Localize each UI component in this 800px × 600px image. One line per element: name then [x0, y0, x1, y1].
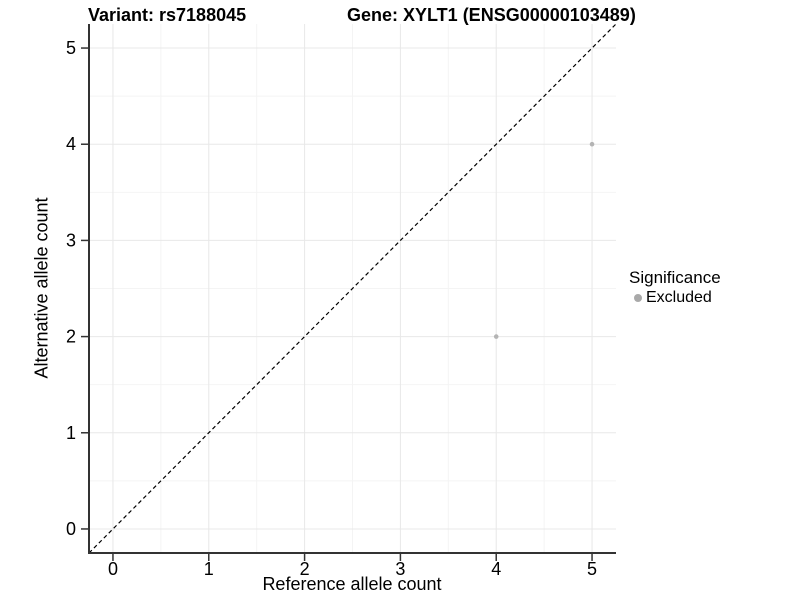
x-axis-label: Reference allele count [262, 574, 442, 594]
legend-item-excluded: Excluded [629, 289, 721, 307]
x-tick-label: 5 [587, 559, 597, 579]
legend-item-label: Excluded [646, 289, 712, 306]
legend-title: Significance [629, 268, 721, 287]
x-tick-label: 2 [300, 559, 310, 579]
x-tick-label: 0 [108, 559, 118, 579]
x-tick-label: 4 [491, 559, 501, 579]
data-point [493, 334, 499, 339]
legend: Significance Excluded [629, 267, 721, 307]
y-tick-label: 2 [66, 327, 76, 347]
identity-line [88, 23, 617, 554]
y-axis-label: Alternative allele count [31, 197, 52, 379]
y-tick-label: 5 [66, 38, 76, 58]
plot-title-variant: Variant: rs7188045 [88, 5, 247, 25]
y-tick-label: 1 [66, 423, 76, 443]
x-tick-label: 3 [395, 559, 405, 579]
legend-point-swatch [634, 294, 642, 302]
y-tick-label: 0 [66, 519, 76, 539]
x-tick-label: 1 [204, 559, 214, 579]
plot-title-gene: Gene: XYLT1 (ENSG00000103489) [347, 5, 636, 25]
data-point [589, 141, 595, 147]
y-tick-label: 3 [66, 230, 76, 250]
y-tick-label: 4 [66, 134, 76, 154]
